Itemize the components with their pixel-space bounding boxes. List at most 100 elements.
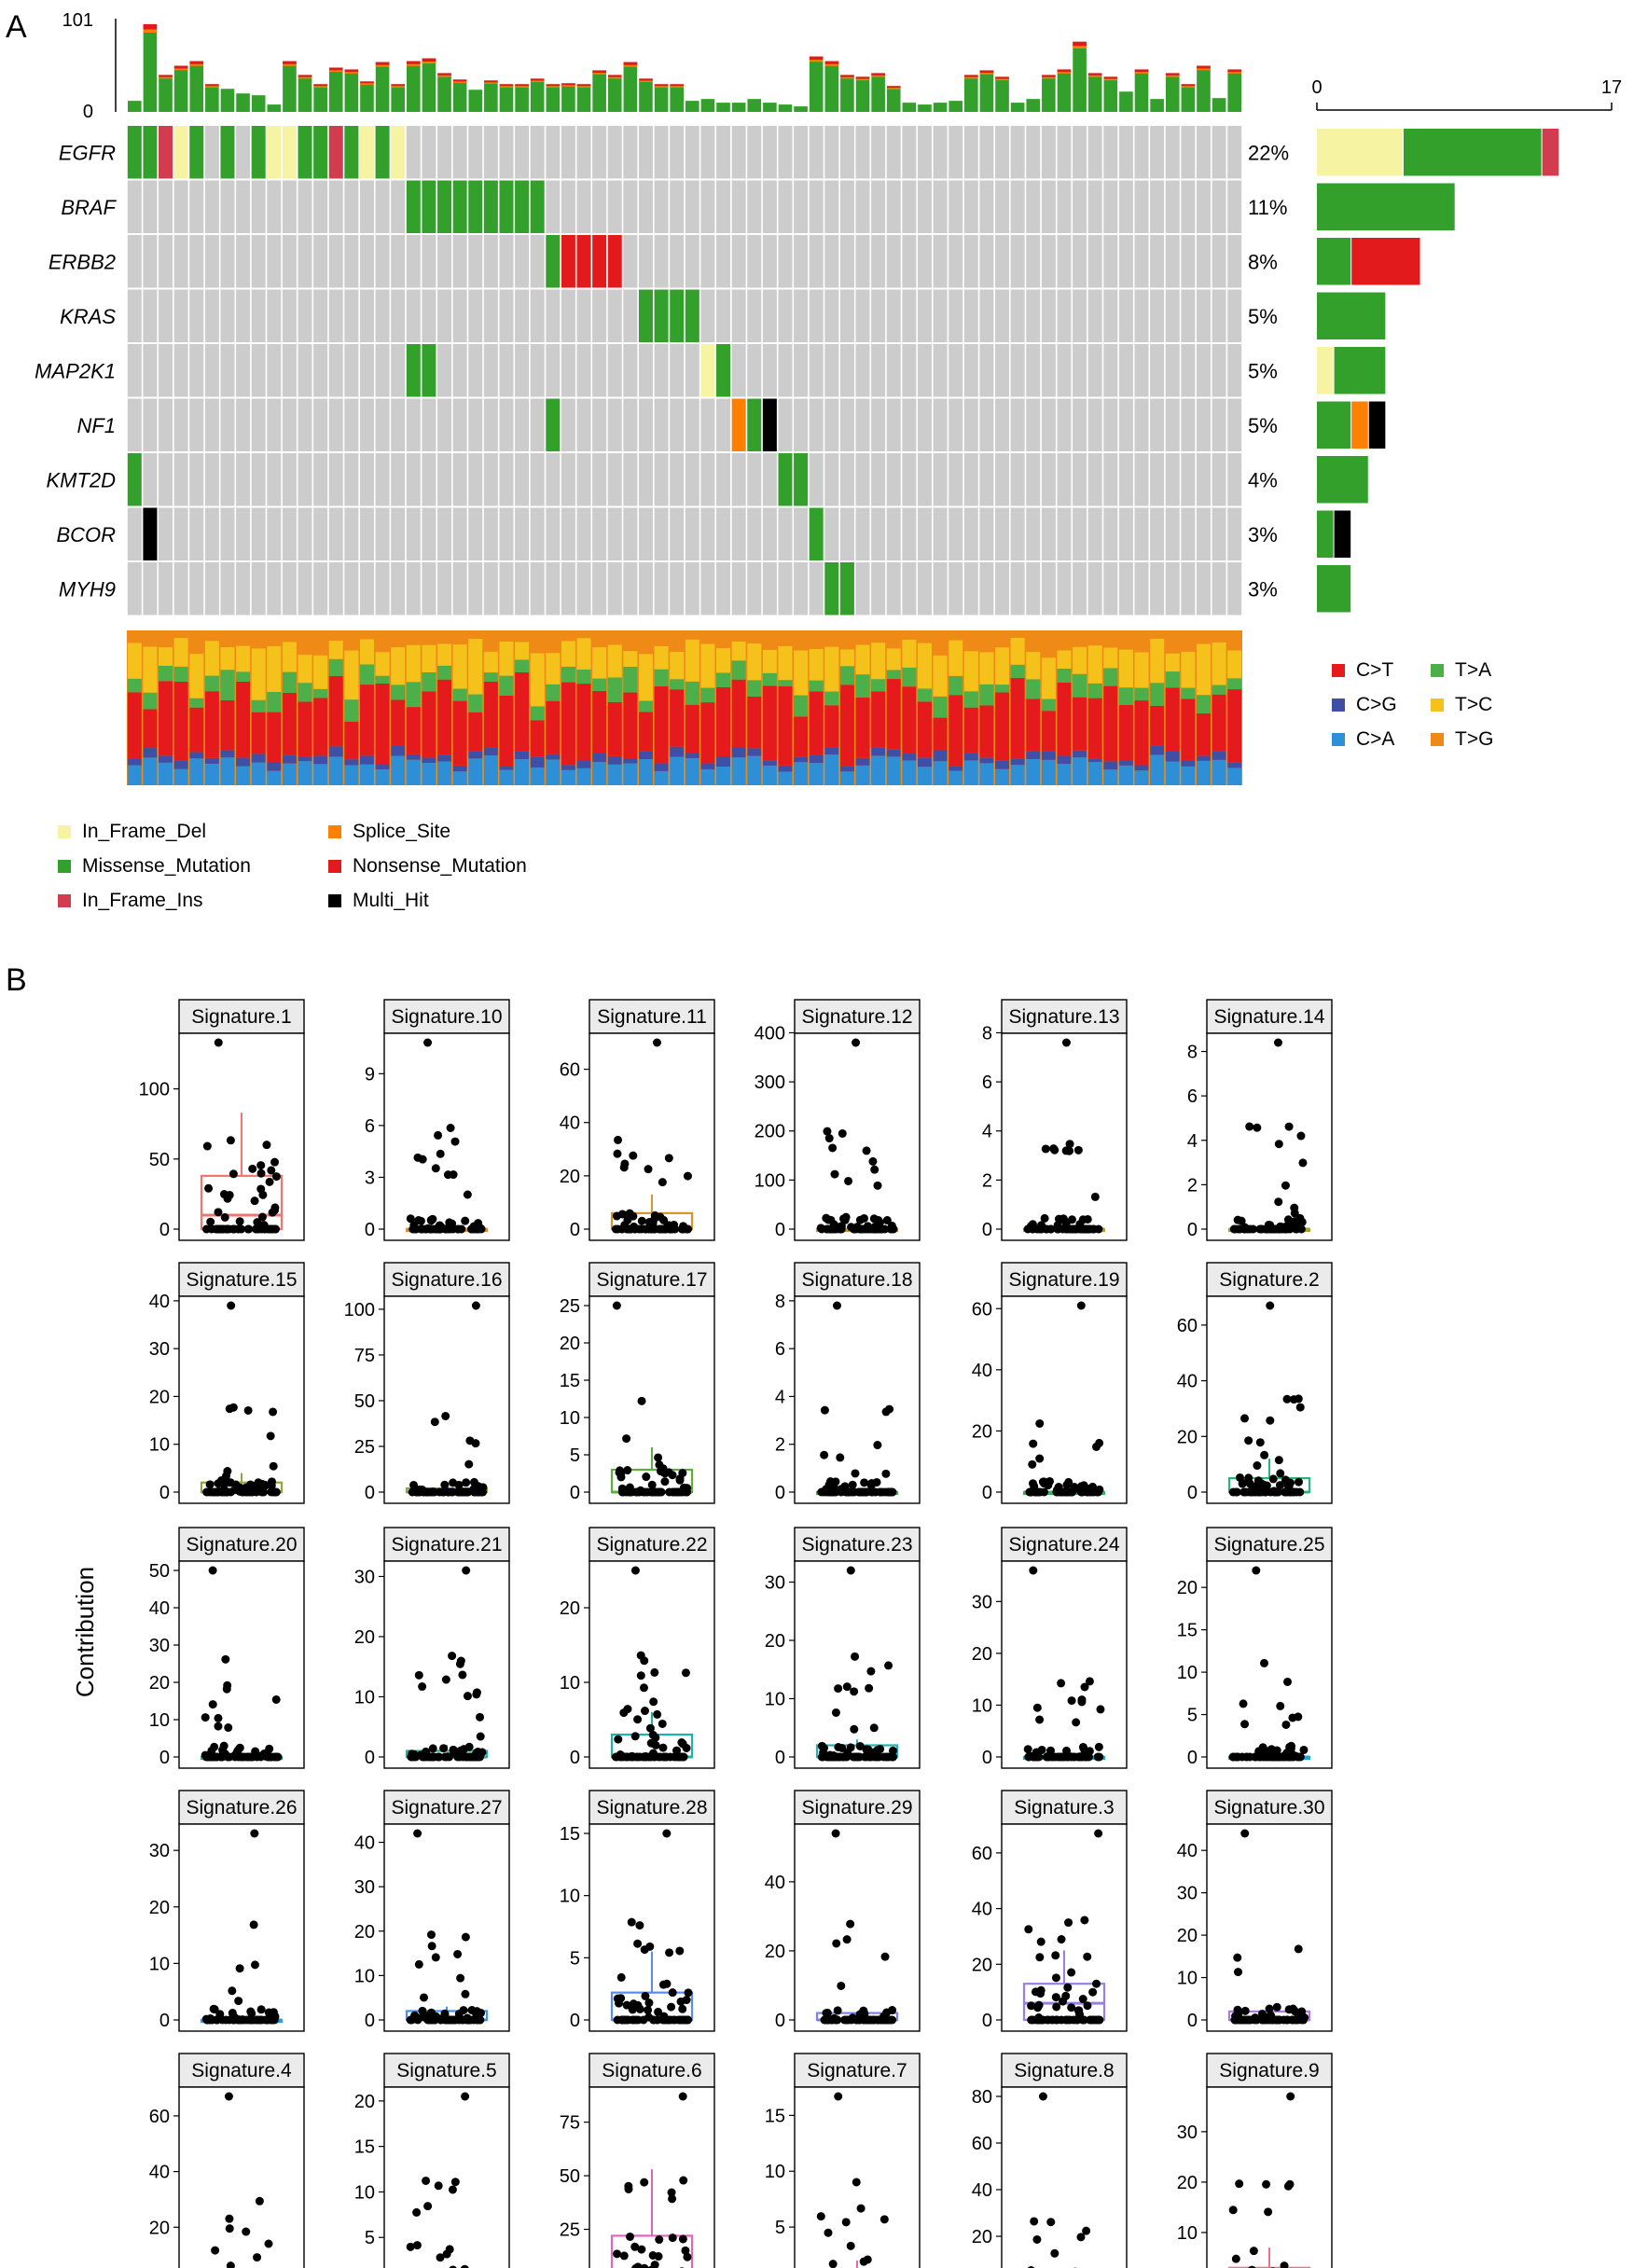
variant-legend-label: Splice_Site [353, 821, 450, 842]
mutation-cell [979, 453, 994, 506]
y-tick-label: 8 [775, 1292, 785, 1312]
titv-segment [499, 641, 514, 676]
titv-segment [824, 705, 839, 748]
titv-segment [747, 696, 762, 749]
tmb-bar [592, 70, 606, 112]
data-point [855, 1215, 865, 1224]
tmb-bar [979, 70, 994, 112]
mutation-cell [1057, 562, 1072, 615]
data-point [828, 2260, 838, 2268]
mutation-cell [731, 235, 746, 288]
titv-segment [437, 643, 452, 666]
mutation-cell [963, 562, 978, 615]
mutation-cell [607, 562, 622, 615]
facet-title: Signature.21 [391, 1534, 502, 1556]
mutation-cell [592, 235, 607, 288]
titv-segment [282, 754, 297, 764]
y-tick-label: 10 [1177, 2223, 1198, 2244]
titv-segment [1212, 694, 1226, 752]
mutation-cell [437, 126, 452, 179]
data-point [440, 2015, 450, 2025]
mutation-cell [499, 562, 514, 615]
data-point [431, 1164, 440, 1173]
tmb-bar-nonsense [546, 84, 561, 87]
mutation-cell [778, 235, 793, 288]
data-point [461, 1989, 470, 1998]
data-point [830, 1752, 839, 1762]
tmb-bar-splice [283, 63, 297, 66]
titv-segment [1010, 758, 1025, 766]
titv-segment [1227, 689, 1242, 763]
mutation-cell [917, 398, 932, 451]
mutation-cell [1196, 344, 1211, 397]
data-point [652, 1038, 661, 1047]
mutation-cell [1134, 507, 1149, 560]
mutation-cell [716, 289, 731, 342]
data-point [406, 1214, 415, 1224]
mutation-cell [654, 126, 669, 179]
mutation-cell [1026, 289, 1041, 342]
titv-segment [1010, 637, 1025, 665]
data-point [647, 1480, 657, 1489]
mutation-cell [391, 453, 406, 506]
mutation-cell [1057, 126, 1072, 179]
facet-title: Signature.2 [1219, 1269, 1319, 1291]
titv-segment [716, 630, 731, 648]
facet-panel [1001, 1560, 1128, 1769]
tmb-bar [933, 103, 948, 112]
titv-segment [902, 760, 917, 785]
data-point [1059, 1214, 1068, 1224]
data-point [630, 2242, 640, 2251]
titv-segment [1026, 652, 1041, 680]
mutation-cell [902, 235, 917, 288]
titv-segment [328, 756, 343, 785]
mutation-cell [251, 235, 266, 288]
titv-segment [1212, 759, 1226, 785]
data-point [850, 1724, 859, 1734]
mutation-cell [546, 126, 561, 179]
mutation-cell [468, 398, 483, 451]
titv-segment [949, 695, 963, 767]
mutation-cell [638, 235, 653, 288]
y-tick-label: 5 [570, 1948, 580, 1969]
mutation-cell [731, 289, 746, 342]
mutation-cell [1073, 126, 1087, 179]
mutation-cell [638, 126, 653, 179]
data-point [641, 1991, 650, 2000]
data-point [225, 2214, 234, 2223]
mutation-cell [452, 289, 467, 342]
data-point [406, 2242, 415, 2251]
data-point [1284, 1122, 1294, 1131]
mutation-cell [313, 398, 328, 451]
mutation-cell [375, 289, 390, 342]
data-point [640, 2263, 649, 2268]
facet-title: Signature.9 [1219, 2060, 1319, 2081]
mutation-cell [1073, 453, 1087, 506]
titv-segment [359, 764, 374, 785]
titv-segment [236, 671, 251, 682]
mutation-cell [1103, 453, 1118, 506]
titv-segment [298, 630, 312, 656]
titv-segment [530, 720, 545, 757]
data-point [414, 1670, 423, 1680]
mutation-cell [1165, 180, 1180, 233]
data-point [622, 2000, 631, 2010]
gene-labels: EGFR 22%BRAF 11%ERBB2 8%KRAS 5%MAP2K1 5%NF1 5%… [35, 141, 1289, 601]
mutation-cell [173, 235, 188, 288]
mutation-cell [437, 562, 452, 615]
data-point [419, 1752, 428, 1762]
mutation-cell [452, 562, 467, 615]
mutation-cell [375, 235, 390, 288]
data-point [861, 2015, 870, 2025]
mutation-cell [670, 453, 685, 506]
titv-segment [267, 691, 282, 712]
data-point [615, 1468, 624, 1477]
titv-segment [220, 630, 235, 648]
data-point [1233, 2005, 1242, 2014]
data-point [461, 2092, 470, 2101]
titv-segment [189, 707, 204, 753]
mutation-cell [391, 180, 406, 233]
data-point [1270, 1224, 1280, 1234]
tmb-bar-splice [979, 73, 994, 75]
mutation-cell [298, 126, 312, 179]
